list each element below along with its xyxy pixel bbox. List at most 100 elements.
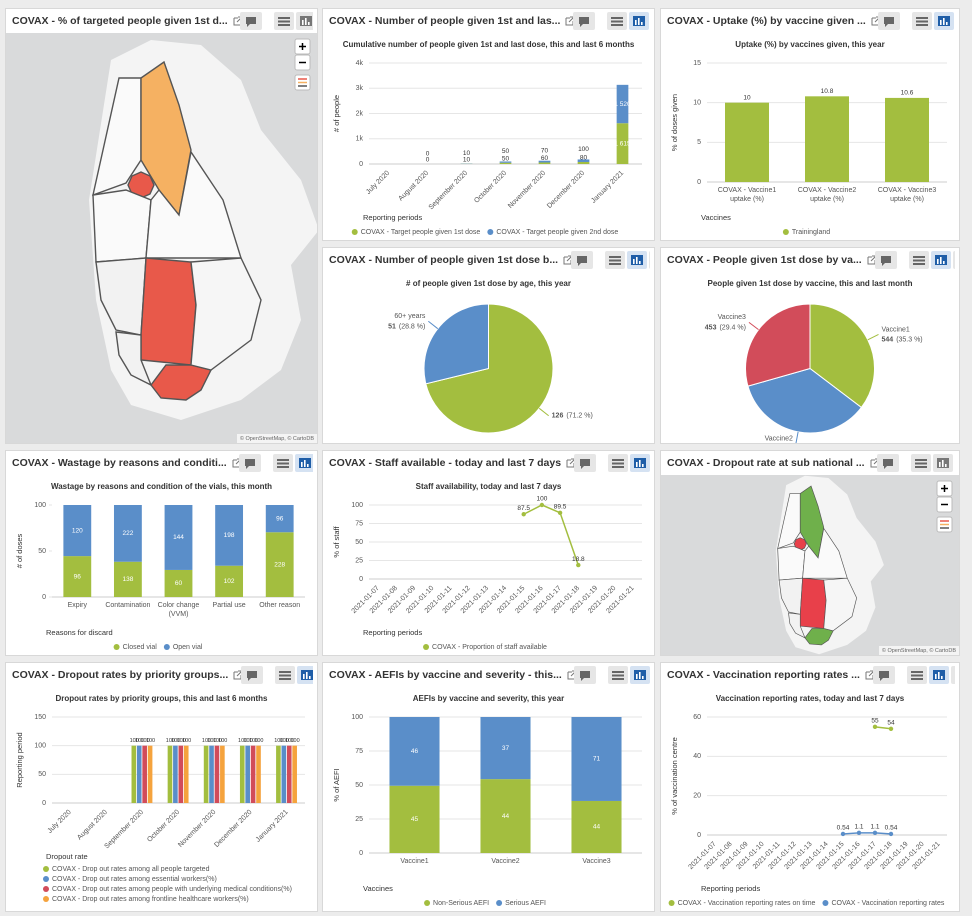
legend-label: Non-Serious AEFI <box>433 900 489 907</box>
data-label: 80 <box>580 155 588 162</box>
pie-slice <box>745 303 811 387</box>
bar <box>167 745 173 803</box>
edit-link[interactable] <box>867 255 875 265</box>
slice-percent: (28.8 %) <box>399 323 425 330</box>
edit-link[interactable] <box>871 16 879 26</box>
chart-icon-bar <box>942 460 944 467</box>
data-label: 100 <box>135 738 144 744</box>
x-tick-label: November 2020 <box>177 809 217 849</box>
map-region <box>804 628 834 646</box>
chart-icon-bar <box>304 18 307 25</box>
panel-toolbar <box>877 454 954 472</box>
bar-segment <box>616 123 629 164</box>
comment-icon <box>579 459 590 469</box>
point <box>888 726 894 731</box>
chart-title: Uptake (%) by vaccines given, this year <box>735 40 884 49</box>
legend-swatch <box>351 229 358 235</box>
edit-link[interactable] <box>232 458 240 468</box>
data-label: 100 <box>130 738 139 744</box>
comment-icon <box>879 671 890 681</box>
y-tick-label: 10 <box>693 100 701 107</box>
edit-link[interactable] <box>567 670 575 680</box>
edit-link[interactable] <box>233 16 240 26</box>
x-tick-label: July 2020 <box>365 170 391 196</box>
edit-link[interactable] <box>565 16 574 26</box>
table-icon <box>277 466 290 468</box>
bar-segment <box>577 159 590 162</box>
legend-swatch <box>423 644 430 650</box>
x-tick-label: August 2020 <box>76 809 109 842</box>
data-label: 102 <box>224 578 235 585</box>
chart-icon-bar <box>642 676 644 679</box>
panel: COVAX - People given 1st dose by va... Pe… <box>660 247 960 444</box>
table-icon <box>912 259 925 262</box>
edit-link[interactable] <box>563 255 571 265</box>
table-icon <box>609 263 621 265</box>
x-tick-label: COVAX - Vaccine2 uptake (%) <box>797 187 857 203</box>
line <box>874 726 892 730</box>
x-tick: Vaccine2 <box>491 858 519 865</box>
data-label: 60 <box>541 155 549 162</box>
chart-icon-bar <box>936 259 939 264</box>
x-tick-label: January 2021 <box>255 809 290 844</box>
x-tick: Contamination <box>105 602 151 609</box>
data-label: 228 <box>274 561 285 568</box>
bar-segment <box>499 161 512 163</box>
table-icon <box>916 20 929 23</box>
data-label: 100 <box>202 738 211 744</box>
bar <box>885 97 929 182</box>
slice-count: 126 <box>552 413 564 420</box>
edit-link[interactable] <box>566 458 574 468</box>
panel-toolbar <box>878 12 955 30</box>
x-tick-label: January 2021 <box>590 170 625 205</box>
y-tick-label: 5 <box>697 139 701 146</box>
x-tick-label: Contamination <box>105 602 151 609</box>
y-tick-label: 50 <box>355 539 363 546</box>
chart: AEFIs by vaccine and severity, this year… <box>332 694 642 907</box>
y-tick-label: 100 <box>351 502 363 509</box>
panel-title: COVAX - Uptake (%) by vaccine given ... <box>667 15 866 27</box>
x-tick: Color change (VVM) <box>158 602 200 618</box>
data-label: 100 <box>238 738 247 744</box>
legend-swatch <box>43 896 49 902</box>
chart: Cumulative number of people given 1st an… <box>332 40 642 236</box>
edit-link[interactable] <box>865 670 874 680</box>
edit-link[interactable] <box>870 458 878 468</box>
panel-header: COVAX - Dropout rate at sub national ... <box>661 451 959 475</box>
bar-segment <box>265 505 294 533</box>
y-tick-label: 0 <box>42 594 46 601</box>
data-label: 100 <box>140 738 149 744</box>
map-button[interactable] <box>951 666 955 684</box>
slice-label: Vaccine2 <box>765 436 793 443</box>
legend-swatch <box>496 900 503 906</box>
panel-header: COVAX - % of targeted people given 1st d… <box>6 9 317 33</box>
data-label: 45 <box>411 816 419 823</box>
y-tick-label: 25 <box>355 557 363 564</box>
map-button[interactable] <box>649 251 650 269</box>
chart-icon-bar <box>939 257 942 264</box>
chart: Staff availability, today and last 7 day… <box>332 482 642 651</box>
data-label: 71 <box>593 756 601 763</box>
chart-icon-bar <box>938 672 940 679</box>
data-label: 1 615 <box>614 140 631 147</box>
table-icon <box>612 678 625 680</box>
chart-title: People given 1st dose by vaccine, this a… <box>708 279 913 288</box>
edit-icon <box>233 16 240 26</box>
edit-link[interactable] <box>233 670 241 680</box>
chart: Dropout rates by priority groups, this a… <box>15 694 305 903</box>
bar <box>292 745 297 803</box>
panel-title: COVAX - % of targeted people given 1st d… <box>12 15 228 27</box>
edit-icon <box>563 255 571 265</box>
edit-icon <box>567 670 575 680</box>
pie-slice <box>423 303 489 385</box>
map-button[interactable] <box>952 251 955 269</box>
legend-label: Closed vial <box>123 644 158 651</box>
data-label: 100 <box>285 738 294 744</box>
chart-icon-bar <box>633 259 635 264</box>
bar-segment <box>389 785 440 853</box>
chart-icon-bar <box>641 464 644 467</box>
chart-icon-bar <box>307 464 309 467</box>
data-label: 10 <box>743 94 751 101</box>
x-tick-label: COVAX - Vaccine1 uptake (%) <box>717 187 777 203</box>
slice-percent: (29.4 %) <box>719 324 745 331</box>
